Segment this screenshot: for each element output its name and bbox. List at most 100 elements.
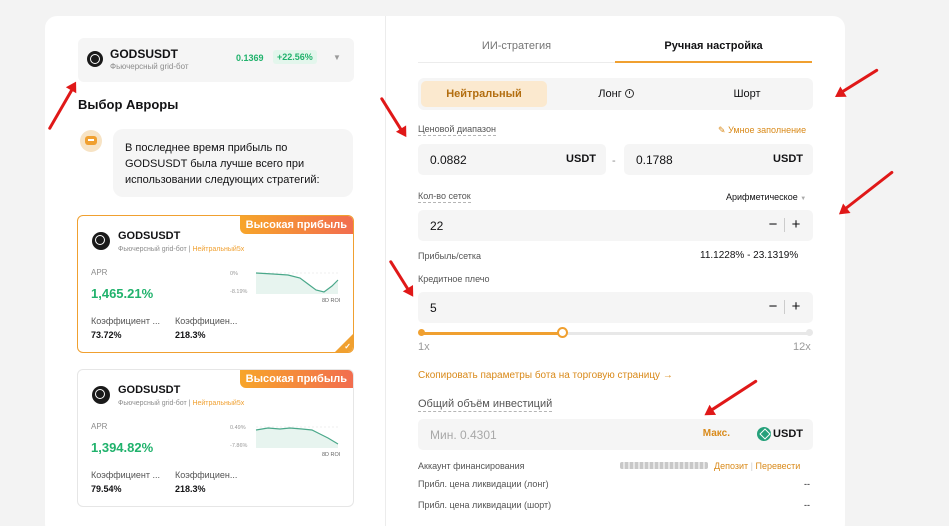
coef2-label: Коэффициен... bbox=[175, 316, 238, 326]
price-high-value: 0.1788 bbox=[636, 153, 673, 167]
leverage-slider-handle[interactable] bbox=[557, 327, 568, 338]
direction-neutral-button[interactable]: Нейтральный bbox=[421, 81, 547, 107]
price-range-label: Ценовой диапазон bbox=[418, 124, 496, 136]
robot-avatar-icon bbox=[80, 130, 102, 152]
coef1-value: 73.72% bbox=[91, 330, 122, 340]
liq-short-label: Прибл. цена ликвидации (шорт) bbox=[418, 500, 552, 510]
coef2-value: 218.3% bbox=[175, 484, 206, 494]
minus-icon[interactable]: − bbox=[768, 216, 778, 233]
direction-long-button[interactable]: Лонг bbox=[553, 81, 679, 107]
leverage-input[interactable]: 5 − + bbox=[418, 292, 813, 323]
spark-bottom-label: -7.86% bbox=[230, 443, 248, 449]
investment-unit: USDT bbox=[773, 428, 803, 440]
grid-stepper: − + bbox=[766, 216, 803, 233]
strategy-card-2[interactable]: Высокая прибыль GODSUSDT Фьючерсный grid… bbox=[77, 369, 354, 507]
card-pair-name: GODSUSDT bbox=[118, 230, 181, 242]
spark-roi-label: 8D ROI bbox=[322, 298, 341, 304]
investment-placeholder: Мин. 0.4301 bbox=[430, 428, 497, 442]
plus-icon[interactable]: + bbox=[791, 216, 801, 233]
pair-subtitle: Фьючерсный grid-бот bbox=[110, 62, 189, 71]
spark-roi-label: 8D ROI bbox=[322, 452, 341, 458]
annotation-arrow bbox=[843, 170, 894, 211]
price-high-input[interactable]: 0.1788 USDT bbox=[624, 144, 813, 175]
usdt-icon bbox=[757, 427, 771, 441]
direction-selector: Нейтральный Лонг Шорт bbox=[418, 78, 813, 110]
slider-dot bbox=[418, 329, 425, 336]
leverage-min-label: 1x bbox=[418, 341, 430, 353]
coin-icon bbox=[92, 386, 110, 404]
high-profit-badge: Высокая прибыль bbox=[239, 370, 353, 388]
leverage-slider[interactable] bbox=[421, 332, 812, 335]
annotation-arrow bbox=[839, 68, 879, 95]
pair-change-badge: +22.56% bbox=[273, 50, 317, 64]
clock-icon bbox=[624, 89, 634, 98]
price-low-value: 0.0882 bbox=[430, 153, 467, 167]
liq-short-value: -- bbox=[804, 500, 810, 510]
liq-long-label: Прибл. цена ликвидации (лонг) bbox=[418, 479, 549, 489]
check-icon: ✓ bbox=[344, 342, 351, 351]
apr-value: 1,394.82% bbox=[91, 440, 154, 455]
profit-per-grid-value: 11.1228% - 23.1319% bbox=[700, 250, 799, 261]
slider-dot bbox=[806, 329, 813, 336]
price-low-unit: USDT bbox=[566, 153, 596, 165]
leverage-stepper: − + bbox=[766, 298, 803, 315]
grid-count-input[interactable]: 22 − + bbox=[418, 210, 813, 241]
spark-top-label: 0.49% bbox=[230, 425, 246, 431]
grids-label: Кол-во сеток bbox=[418, 191, 471, 203]
funding-account-label: Аккаунт финансирования bbox=[418, 461, 525, 471]
strategy-card-1[interactable]: Высокая прибыль GODSUSDT Фьючерсный grid… bbox=[77, 215, 354, 353]
leverage-value: 5 bbox=[430, 301, 437, 315]
minus-icon[interactable]: − bbox=[768, 298, 778, 315]
tab-ai-strategy[interactable]: ИИ-стратегия bbox=[418, 33, 615, 63]
roi-sparkline: 0.49% -7.86% 8D ROI bbox=[230, 425, 341, 458]
card-subtitle: Фьючерсный grid-бот | Нейтральный5x bbox=[118, 246, 245, 253]
spark-top-label: 0% bbox=[230, 271, 238, 277]
copy-params-link[interactable]: Скопировать параметры бота на торговую с… bbox=[418, 370, 673, 381]
max-button[interactable]: Макс. bbox=[702, 428, 730, 439]
profit-per-grid-label: Прибыль/сетка bbox=[418, 251, 482, 261]
coef1-label: Коэффициент ... bbox=[91, 470, 160, 480]
leverage-max-label: 12x bbox=[793, 341, 811, 353]
leverage-label: Кредитное плечо bbox=[418, 274, 490, 284]
funding-actions: Депозит | Перевести bbox=[714, 461, 801, 471]
column-divider bbox=[385, 16, 386, 526]
liq-long-value: -- bbox=[804, 479, 810, 489]
transfer-link[interactable]: Перевести bbox=[755, 461, 801, 471]
coef2-label: Коэффициен... bbox=[175, 470, 238, 480]
range-separator: - bbox=[612, 155, 616, 167]
coef1-value: 79.54% bbox=[91, 484, 122, 494]
spark-bottom-label: -8.19% bbox=[230, 289, 248, 295]
pair-name: GODSUSDT bbox=[110, 47, 179, 61]
coin-icon bbox=[87, 51, 103, 67]
smart-fill-link[interactable]: ✎ Умное заполнение bbox=[718, 125, 807, 135]
chevron-down-icon[interactable]: ▼ bbox=[333, 53, 341, 62]
tab-manual-setup[interactable]: Ручная настройка bbox=[615, 33, 812, 63]
deposit-link[interactable]: Депозит bbox=[714, 461, 749, 471]
investment-input[interactable]: Мин. 0.4301 Макс. USDT bbox=[418, 419, 813, 450]
section-title: Выбор Авроры bbox=[78, 97, 179, 112]
coin-icon bbox=[92, 232, 110, 250]
pencil-icon: ✎ bbox=[718, 125, 726, 135]
price-high-unit: USDT bbox=[773, 153, 803, 165]
investment-label: Общий объём инвестиций bbox=[418, 398, 553, 412]
plus-icon[interactable]: + bbox=[791, 298, 801, 315]
leverage-slider-fill bbox=[421, 332, 562, 335]
high-profit-badge: Высокая прибыль bbox=[239, 216, 353, 234]
assistant-message: В последнее время прибыль по GODSUSDT бы… bbox=[113, 129, 353, 197]
coef1-label: Коэффициент ... bbox=[91, 316, 160, 326]
apr-label: APR bbox=[91, 268, 108, 277]
direction-short-button[interactable]: Шорт bbox=[733, 88, 761, 100]
selected-corner bbox=[335, 334, 353, 352]
apr-value: 1,465.21% bbox=[91, 286, 154, 301]
card-pair-name: GODSUSDT bbox=[118, 384, 181, 396]
card-subtitle: Фьючерсный grid-бот | Нейтральный5x bbox=[118, 400, 245, 407]
pair-price: 0.1369 bbox=[236, 53, 264, 63]
coef2-value: 218.3% bbox=[175, 330, 206, 340]
roi-sparkline: 0% -8.19% 8D ROI bbox=[230, 271, 341, 304]
masked-balance bbox=[620, 462, 708, 469]
grid-mode-select[interactable]: Арифметическое ▼ bbox=[726, 192, 807, 202]
chevron-down-icon: ▼ bbox=[800, 196, 807, 202]
grid-count-value: 22 bbox=[430, 219, 444, 233]
price-low-input[interactable]: 0.0882 USDT bbox=[418, 144, 606, 175]
apr-label: APR bbox=[91, 422, 108, 431]
